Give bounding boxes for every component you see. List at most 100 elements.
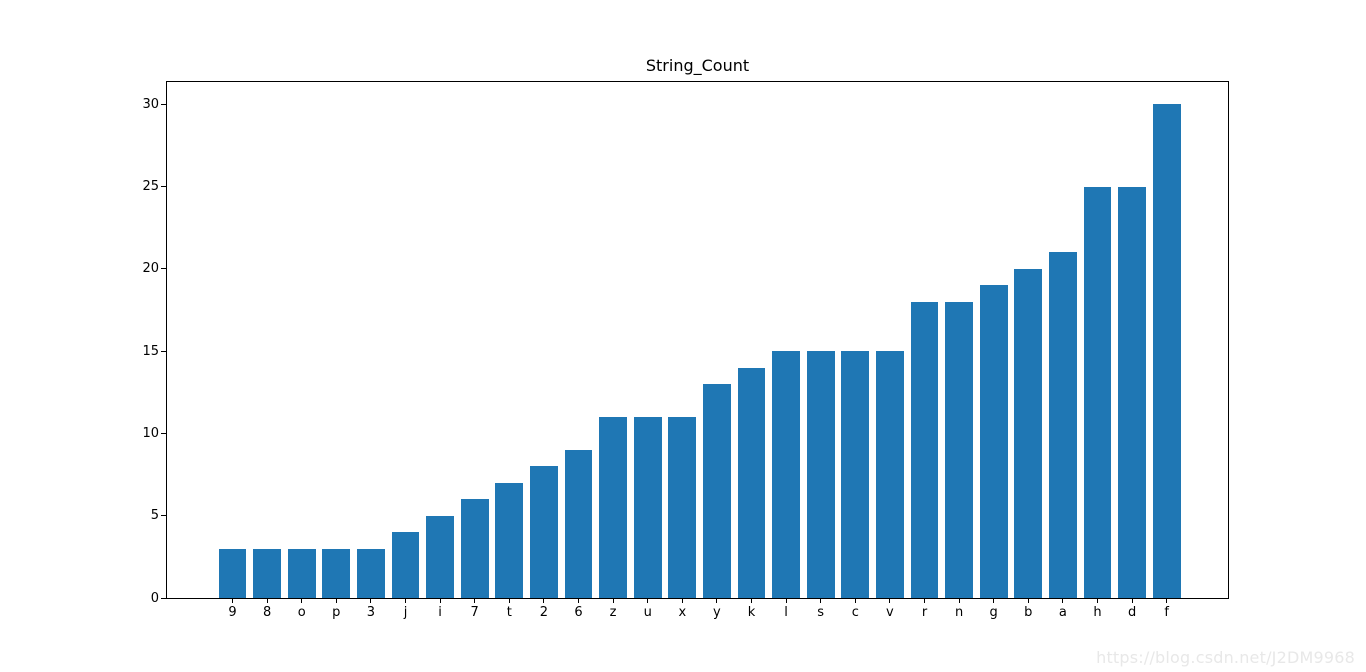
x-tick-mark	[993, 599, 995, 603]
bar-r	[910, 301, 939, 598]
y-tick-mark	[161, 268, 166, 270]
x-tick-label: g	[989, 605, 998, 620]
bar-x	[668, 416, 697, 598]
x-tick-mark	[232, 599, 233, 603]
x-tick-label: 9	[228, 605, 237, 620]
y-tick-mark	[161, 515, 166, 517]
x-tick-label: b	[1024, 605, 1033, 620]
y-tick-mark	[161, 432, 166, 434]
x-tick-mark	[578, 599, 579, 603]
bar-f	[1152, 104, 1181, 598]
x-tick-mark	[681, 599, 683, 603]
y-tick-label: 5	[150, 508, 159, 524]
x-tick-mark	[612, 599, 614, 603]
x-tick-mark	[335, 599, 337, 603]
y-tick-label: 20	[142, 261, 159, 277]
y-tick-mark	[161, 103, 166, 105]
plot-area	[166, 81, 1229, 599]
bar-j	[391, 532, 420, 598]
x-tick-label: 2	[539, 605, 549, 620]
bar-n	[945, 301, 973, 598]
x-tick-mark	[370, 599, 372, 603]
x-tick-label: y	[713, 605, 721, 620]
bar-y	[703, 384, 731, 598]
x-tick-label: a	[1058, 605, 1067, 620]
watermark-text: https://blog.csdn.net/J2DM9968	[1096, 648, 1355, 667]
bar-t	[495, 482, 524, 598]
x-tick-mark	[854, 599, 856, 603]
x-tick-label: 3	[366, 605, 376, 620]
x-tick-label: z	[609, 605, 617, 620]
x-tick-mark	[1166, 599, 1168, 603]
y-tick-mark	[161, 597, 166, 599]
x-tick-label: c	[851, 605, 859, 620]
bar-l	[772, 351, 800, 598]
x-tick-label: i	[438, 605, 442, 620]
x-tick-label: 6	[574, 605, 583, 620]
y-tick-label: 25	[142, 179, 159, 195]
bar-a	[1049, 252, 1077, 598]
x-tick-label: o	[297, 605, 306, 620]
x-tick-label: x	[678, 605, 687, 620]
x-tick-label: n	[954, 605, 964, 620]
y-tick-mark	[161, 350, 166, 352]
bar-i	[426, 515, 454, 598]
y-tick-label: 15	[142, 343, 159, 359]
x-tick-mark	[266, 599, 268, 603]
x-tick-label: p	[332, 605, 341, 620]
x-tick-mark	[439, 599, 441, 603]
y-tick-label: 30	[142, 96, 159, 112]
bar-o	[287, 548, 316, 598]
x-tick-label: h	[1093, 605, 1102, 620]
bar-6	[564, 449, 593, 598]
bar-9	[218, 548, 247, 598]
x-tick-label: u	[643, 605, 652, 620]
x-tick-mark	[751, 599, 752, 603]
x-tick-mark	[889, 599, 891, 603]
bar-p	[322, 548, 351, 598]
bar-8	[253, 548, 281, 598]
bar-2	[530, 466, 558, 598]
bar-z	[599, 416, 627, 598]
x-tick-mark	[1062, 599, 1064, 603]
bar-c	[841, 351, 870, 598]
x-tick-mark	[924, 599, 925, 603]
bar-3	[357, 548, 385, 598]
x-tick-label: k	[747, 605, 756, 620]
y-tick-label: 0	[150, 590, 159, 606]
y-tick-label: 10	[142, 425, 159, 441]
bar-s	[806, 351, 835, 598]
bar-7	[460, 499, 489, 598]
x-tick-mark	[301, 599, 303, 603]
x-tick-mark	[543, 599, 545, 603]
bar-v	[876, 351, 904, 598]
chart-title: String_Count	[645, 56, 750, 75]
bar-k	[737, 367, 766, 598]
x-tick-mark	[1131, 599, 1133, 603]
x-tick-mark	[785, 599, 787, 603]
x-tick-mark	[716, 599, 718, 603]
bar-g	[979, 285, 1008, 598]
x-tick-label: 7	[470, 605, 479, 620]
x-tick-label: j	[403, 605, 408, 620]
x-tick-label: r	[921, 605, 928, 620]
bar-u	[633, 416, 662, 598]
x-tick-mark	[647, 599, 649, 603]
x-tick-mark	[474, 599, 476, 603]
x-tick-label: f	[1164, 605, 1169, 620]
x-tick-mark	[405, 599, 406, 603]
x-tick-mark	[1027, 599, 1029, 603]
x-tick-label: l	[784, 605, 788, 620]
x-tick-label: 8	[262, 605, 272, 620]
bar-d	[1118, 186, 1146, 598]
x-tick-label: t	[506, 605, 512, 620]
x-tick-mark	[1097, 599, 1098, 603]
bar-h	[1083, 186, 1112, 598]
x-tick-mark	[958, 599, 960, 603]
y-tick-mark	[161, 186, 166, 188]
x-tick-label: s	[817, 605, 825, 620]
x-tick-label: d	[1127, 605, 1137, 620]
x-tick-mark	[508, 599, 510, 603]
bar-b	[1014, 268, 1043, 598]
